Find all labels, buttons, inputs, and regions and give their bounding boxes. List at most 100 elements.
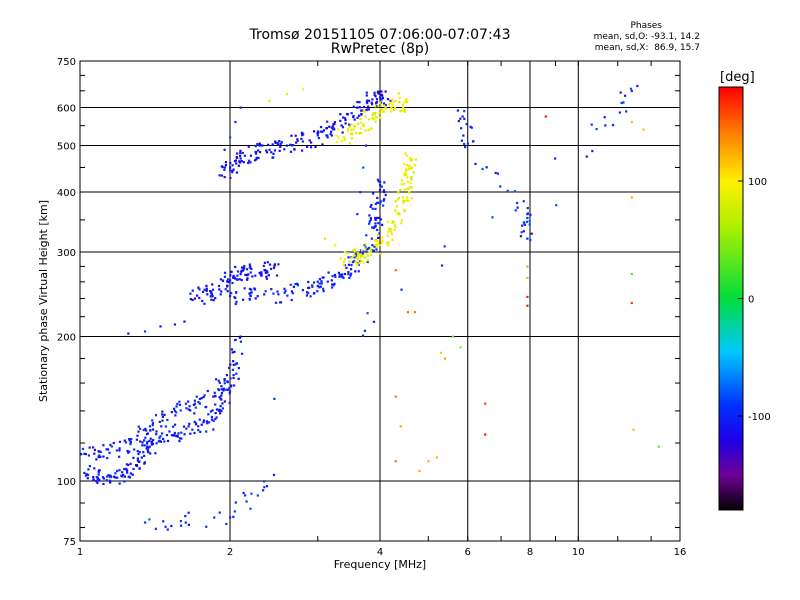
data-point — [223, 379, 226, 382]
data-point — [364, 243, 367, 246]
data-point — [178, 437, 182, 440]
colorbar-band — [719, 143, 743, 145]
colorbar-band — [719, 267, 743, 269]
data-point — [249, 265, 252, 268]
y-tick-label: 400 — [57, 188, 76, 199]
data-point — [273, 263, 277, 266]
data-point — [201, 299, 204, 303]
data-point — [377, 216, 380, 220]
colorbar-band — [719, 393, 743, 395]
data-point — [406, 180, 410, 184]
data-point — [290, 134, 293, 137]
colorbar-band — [719, 180, 743, 182]
data-point — [341, 126, 345, 129]
data-point — [141, 444, 144, 447]
colorbar-band — [719, 477, 743, 479]
data-point — [223, 400, 226, 403]
data-point — [239, 157, 242, 160]
data-point — [240, 159, 243, 163]
data-point — [343, 251, 347, 254]
data-point — [341, 131, 344, 134]
colorbar-band — [719, 279, 743, 281]
colorbar-band — [719, 145, 743, 147]
colorbar-band — [719, 391, 743, 393]
data-point — [443, 357, 447, 360]
data-point — [185, 407, 188, 410]
data-point — [377, 222, 380, 225]
colorbar-band — [719, 335, 743, 337]
data-point — [342, 135, 346, 139]
data-point — [356, 213, 359, 216]
data-point — [234, 338, 237, 342]
data-point — [460, 127, 463, 130]
x-tick-label: 16 — [674, 547, 687, 558]
data-point — [168, 430, 171, 433]
data-point — [229, 161, 232, 165]
data-point — [238, 160, 241, 163]
colorbar-band — [719, 124, 743, 126]
colorbar-band — [719, 458, 743, 460]
data-point — [273, 397, 276, 400]
data-point — [187, 511, 190, 514]
data-point — [175, 434, 178, 438]
data-point — [93, 448, 97, 452]
data-point — [374, 116, 377, 119]
data-point — [267, 274, 270, 277]
data-point — [355, 132, 358, 135]
data-point — [205, 289, 208, 292]
data-point — [293, 147, 296, 151]
data-point — [353, 126, 356, 129]
colorbar-band — [719, 321, 743, 323]
data-point — [361, 109, 364, 112]
data-point — [254, 274, 257, 277]
data-point — [406, 168, 409, 171]
data-point — [407, 199, 410, 202]
data-point — [377, 236, 380, 240]
colorbar-band — [719, 413, 743, 415]
data-point — [499, 185, 502, 188]
data-point — [248, 287, 252, 291]
data-point — [187, 425, 190, 428]
colorbar-band — [719, 106, 743, 108]
data-point — [257, 156, 260, 160]
data-point — [337, 271, 340, 274]
data-point — [226, 380, 229, 383]
data-point — [343, 117, 347, 120]
data-point — [657, 445, 660, 448]
data-point — [309, 295, 312, 298]
colorbar-band — [719, 101, 743, 103]
colorbar-band — [719, 445, 743, 447]
data-point — [225, 374, 229, 377]
colorbar-band — [719, 318, 743, 320]
data-point — [176, 435, 180, 438]
data-point — [220, 388, 223, 391]
data-point — [409, 182, 412, 185]
colorbar-band — [719, 218, 743, 220]
data-point — [451, 335, 455, 338]
data-point — [278, 140, 281, 143]
data-point — [244, 273, 247, 277]
data-point — [135, 438, 138, 441]
colorbar-band — [719, 198, 743, 200]
data-point — [384, 106, 387, 109]
data-point — [280, 141, 283, 144]
data-point — [141, 441, 144, 444]
x-tick-label: 4 — [377, 547, 383, 558]
data-point — [379, 96, 382, 99]
data-point — [212, 288, 215, 291]
data-point — [217, 284, 221, 288]
colorbar-band — [719, 221, 743, 223]
colorbar-band — [719, 352, 743, 354]
data-point — [350, 112, 353, 115]
colorbar-band — [719, 160, 743, 162]
data-point — [142, 428, 145, 432]
data-point — [313, 291, 316, 295]
data-point — [338, 273, 341, 276]
colorbar-band — [719, 290, 743, 292]
data-point — [344, 118, 347, 122]
colorbar-band — [719, 478, 743, 480]
data-point — [199, 430, 202, 433]
data-point — [83, 452, 86, 455]
data-point — [258, 144, 261, 147]
